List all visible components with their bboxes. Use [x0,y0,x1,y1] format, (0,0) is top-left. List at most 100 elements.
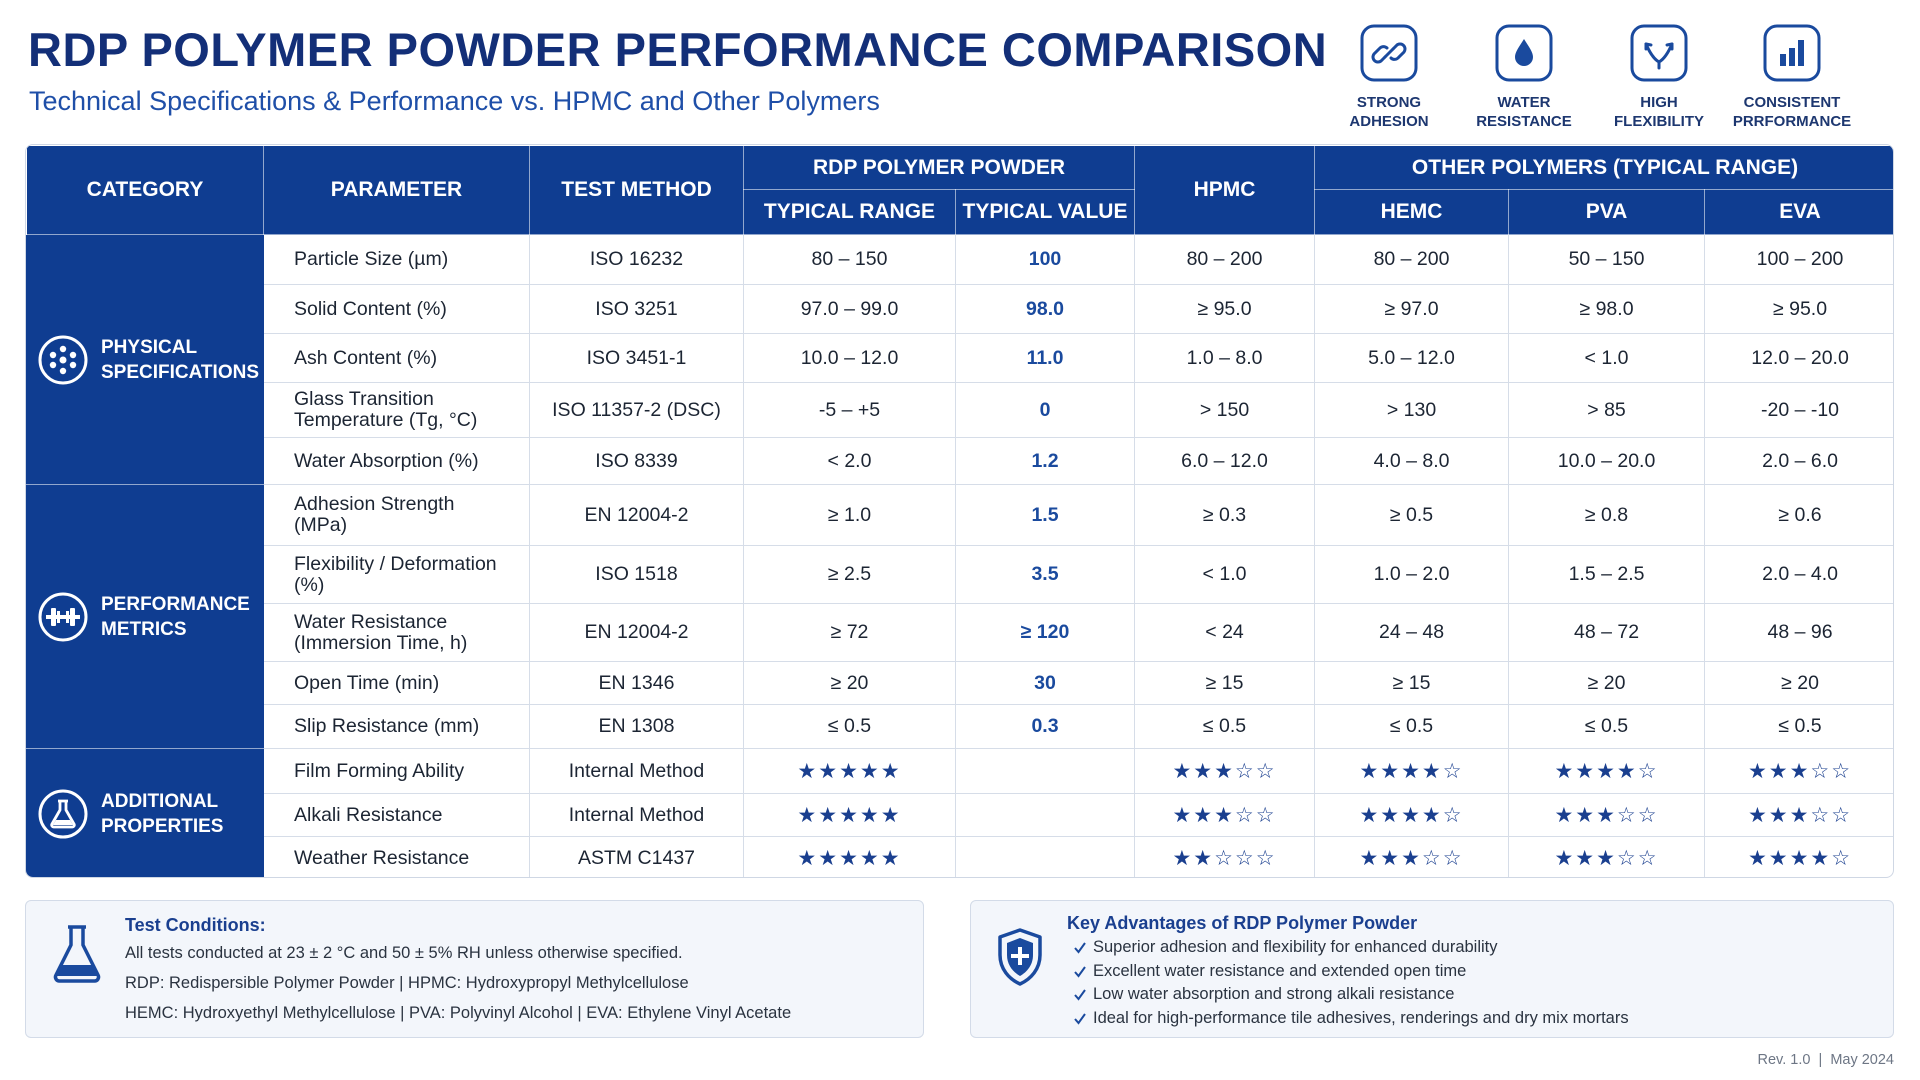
value-cell: ★★★☆☆ [1314,836,1510,877]
value-cell: ≤ 0.5 [1704,704,1893,749]
value-cell: 1.2 [954,437,1136,485]
table-row: Solid Content (%) ISO 3251 97.0 – 99.0 98.0… [27,284,1893,334]
feature-icon [1495,24,1553,82]
value-cell: ★★★★☆ [1314,793,1510,837]
column-header: PVA [1508,189,1706,235]
value-cell: 5.0 – 12.0 [1314,333,1510,383]
feature-label-line: WATER [1497,94,1551,111]
feature-icon [1763,24,1821,82]
table-row: Water Absorption (%) ISO 8339 < 2.0 1.2 6.0 … [27,437,1893,485]
value-cell: 97.0 – 99.0 [743,284,956,334]
feature-label: HIGH FLEXIBILITY [1589,93,1729,131]
table-row: Ash Content (%) ISO 3451-1 10.0 – 12.0 11.0… [27,333,1893,383]
value-cell: 4.0 – 8.0 [1314,437,1510,485]
category-cell: PERFORMANCE METRICS [26,484,264,749]
value-cell: 2.0 – 4.0 [1704,545,1893,604]
condition-line: HEMC: Hydroxyethyl Methylcellulose | PVA… [125,1004,792,1022]
feature-label: WATER RESISTANCE [1454,93,1594,131]
check-icon [1074,942,1086,954]
value-cell: ★★★☆☆ [1508,836,1706,877]
value-cell: 10.0 – 20.0 [1508,437,1706,485]
value-cell: ISO 16232 [529,234,744,285]
category-label: PHYSICAL SPECIFICATIONS [101,336,259,383]
value-cell: > 130 [1314,382,1510,438]
table-row: Weather Resistance ASTM C1437 ★★★★★ ★★☆☆☆ ★★… [27,836,1893,877]
value-cell: 80 – 200 [1314,234,1510,285]
table-row: Slip Resistance (mm) EN 1308 ≤ 0.5 0.3 ≤ 0.5… [27,704,1893,749]
feature-label: CONSISTENT PRRFORMANCE [1722,93,1862,131]
value-cell: ≥ 15 [1314,661,1510,705]
value-cell: ≥ 0.8 [1508,484,1706,546]
category-icon [38,592,88,641]
value-cell: 1.0 – 8.0 [1134,333,1316,383]
value-cell: ≥ 98.0 [1508,284,1706,334]
value-cell: 1.5 [954,484,1136,546]
feature-label-line: ADHESION [1349,113,1429,130]
value-cell: ≥ 120 [954,603,1136,662]
column-group-header: OTHER POLYMERS (TYPICAL RANGE) [1314,145,1893,190]
column-header: TYPICAL RANGE [743,189,956,235]
comparison-table-frame: CATEGORY PARAMETER TEST METHOD RDP POLYM… [25,144,1894,878]
value-cell: 3.5 [954,545,1136,604]
value-cell: 80 – 200 [1134,234,1316,285]
value-cell: 80 – 150 [743,234,956,285]
value-cell: EN 12004-2 [529,603,744,662]
feature-badge: WATER RESISTANCE [1454,24,1594,131]
page-title: RDP POLYMER POWDER PERFORMANCE COMPARISO… [28,23,1328,76]
category-content: ADDITIONAL PROPERTIES [27,788,263,840]
page-subtitle: Technical Specifications & Performance v… [29,86,880,116]
value-cell: ★★☆☆☆ [1134,836,1316,877]
advantage-item: Low water absorption and strong alkali r… [1093,985,1455,1003]
table-row: Water Resistance (Immersion Time, h) EN 1… [27,603,1893,662]
value-cell: ★★★★☆ [1704,836,1893,877]
advantage-item: Excellent water resistance and extended … [1093,961,1467,980]
value-cell: ≤ 0.5 [1134,704,1316,749]
parameter-cell: Particle Size (µm) [263,234,530,285]
value-cell: ★★★★★ [743,836,956,877]
flask-icon [53,925,101,983]
parameter-cell: Ash Content (%) [263,333,530,383]
value-cell: ≥ 72 [743,603,956,662]
condition-line: All tests conducted at 23 ± 2 °C and 50 … [125,944,683,962]
category-content: PHYSICAL SPECIFICATIONS [27,334,263,386]
value-cell [954,748,1136,794]
value-cell: < 1.0 [1134,545,1316,604]
value-cell: ≥ 20 [1704,661,1893,705]
value-cell: 2.0 – 6.0 [1704,437,1893,485]
table-row: PERFORMANCE METRICS Adhesion Strength (MP… [26,484,1893,749]
parameter-cell: Alkali Resistance [263,793,530,837]
category-content: PERFORMANCE METRICS [27,591,263,643]
value-cell: 48 – 96 [1704,603,1893,662]
column-header: PARAMETER [263,145,530,235]
feature-label-line: STRONG [1356,94,1422,111]
shield-icon [998,928,1042,986]
value-cell: ≥ 20 [743,661,956,705]
category-icon [38,335,88,384]
value-cell: EN 1346 [529,661,744,705]
value-cell: ★★★☆☆ [1704,748,1893,794]
check-icon [1074,989,1086,1001]
value-cell: ≥ 95.0 [1134,284,1316,334]
feature-label-line: CONSISTENT [1743,94,1841,111]
value-cell: 6.0 – 12.0 [1134,437,1316,485]
value-cell: ≥ 97.0 [1314,284,1510,334]
value-cell: 1.5 – 2.5 [1508,545,1706,604]
value-cell: EN 12004-2 [529,484,744,546]
box-title: Test Conditions: [125,915,266,935]
table-row: Open Time (min) EN 1346 ≥ 20 30 ≥ 15 ≥ 15 ≥ 20… [27,661,1893,705]
feature-label-line: PRRFORMANCE [1732,113,1852,130]
value-cell: ★★★★★ [743,748,956,794]
check-icon [1074,965,1086,978]
value-cell: 1.0 – 2.0 [1314,545,1510,604]
test-conditions-box: Test Conditions: All tests conducted at … [25,900,924,1038]
value-cell [954,836,1136,877]
value-cell: ≤ 0.5 [1314,704,1510,749]
category-cell: PHYSICAL SPECIFICATIONS [26,234,264,485]
feature-badge: HIGH FLEXIBILITY [1589,24,1729,131]
table-body: PHYSICAL SPECIFICATIONS Particle Size (µm… [26,234,1893,877]
value-cell: ≥ 0.6 [1704,484,1893,546]
value-cell: ISO 8339 [529,437,744,485]
value-cell: ★★★☆☆ [1704,793,1893,837]
table-row: PHYSICAL SPECIFICATIONS Particle Size (µm… [26,234,1893,485]
